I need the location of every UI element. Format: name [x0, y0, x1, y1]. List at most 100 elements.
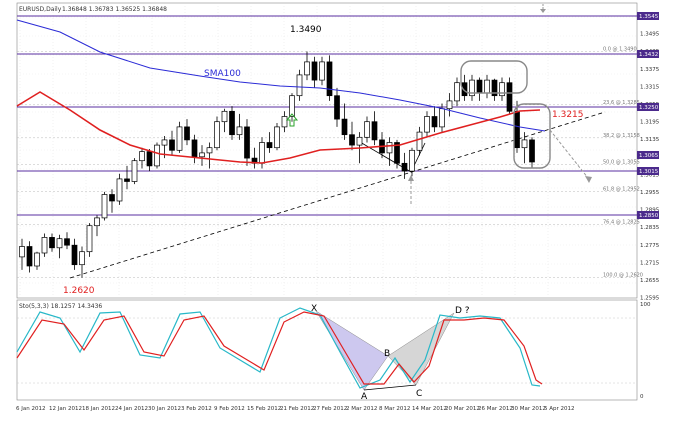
candle-body — [56, 238, 63, 249]
candle-body — [341, 118, 348, 136]
sma100-line — [16, 19, 546, 132]
point-x-label: X — [311, 304, 317, 314]
candle-body — [116, 178, 123, 202]
candle-body — [521, 139, 528, 149]
date-tick-label: 5 Apr 2012 — [544, 406, 575, 412]
candle-body — [311, 61, 318, 81]
price-tick-label: 1.2835 — [640, 225, 660, 231]
candle-body — [506, 82, 513, 112]
candle-body — [86, 225, 93, 253]
candle-body — [349, 134, 355, 146]
date-tick-label: 3 Feb 2012 — [181, 406, 212, 412]
fib-label: 76.4 @ 1.2825 — [603, 219, 640, 225]
fib-label: 50.0 @ 1.3055 — [603, 160, 640, 166]
candle-body — [364, 121, 370, 138]
stoch-label: Sto(5,3,3) 18.1257 14.3436 — [19, 303, 102, 310]
candlesticks — [19, 51, 535, 278]
candle-body — [34, 252, 40, 267]
candle-body — [289, 95, 295, 117]
candle-body — [281, 116, 288, 128]
candle-body — [416, 131, 423, 151]
date-axis: 6 Jan 2012 12 Jan 2012 18 Jan 2012 24 Jan 2… — [16, 406, 575, 412]
stoch-main-line — [16, 307, 541, 389]
price-badge-label: 1.2850 — [639, 213, 659, 219]
price-tick-label: 1.2775 — [640, 243, 660, 249]
candle-body — [199, 152, 205, 158]
date-tick-label: 18 Jan 2012 — [82, 406, 115, 412]
price-tick-label: 1.3495 — [640, 32, 660, 38]
price-badge — [637, 151, 659, 159]
harmonic-xab — [315, 310, 389, 391]
candle-body — [401, 162, 408, 172]
candle-body — [184, 126, 190, 141]
point-b-label: B — [384, 349, 390, 359]
candle-body — [64, 238, 70, 246]
ohlc-label: 1.36848 1.36783 1.36525 1.36848 — [62, 6, 167, 13]
price-badge-label: 1.3065 — [639, 153, 659, 159]
price-tick-label: 1.2895 — [640, 208, 660, 214]
candle-body — [94, 217, 100, 227]
main-panel — [16, 2, 638, 299]
dashed-down-arrow-icon — [549, 129, 592, 183]
candle-body — [236, 126, 243, 136]
candle-body — [206, 147, 213, 154]
candle-body — [499, 82, 505, 97]
price-tick-label: 1.2655 — [640, 278, 660, 284]
price-badge-label: 1.3432 — [639, 52, 658, 58]
candle-body — [296, 74, 303, 97]
candle-body — [439, 108, 445, 128]
sma-label: SMA100 — [204, 69, 241, 79]
candle-body — [79, 251, 85, 266]
candle-body — [266, 142, 273, 149]
price-tick-label: 1.3195 — [640, 120, 660, 126]
candle-body — [101, 194, 108, 219]
stoch-signal-line — [16, 311, 543, 385]
candle-body — [176, 126, 183, 151]
candle-body — [131, 160, 138, 182]
date-tick-label: 21 Feb 2012 — [280, 406, 314, 412]
stoch-panel — [16, 299, 638, 401]
date-tick-label: 30 Mar 2012 — [511, 406, 546, 412]
candle-body — [491, 79, 498, 97]
point-c-label: C — [416, 389, 422, 399]
price-tick-label: 1.2955 — [640, 190, 660, 196]
candle-body — [514, 110, 520, 149]
candle-body — [431, 116, 438, 128]
candle-body — [41, 237, 48, 254]
candle-body — [424, 116, 430, 133]
date-tick-label: 26 Mar 2012 — [478, 406, 513, 412]
candle-body — [461, 82, 468, 97]
candle-body — [476, 79, 483, 94]
price-badge-label: 1.3250 — [639, 105, 659, 111]
candle-body — [154, 144, 160, 167]
high-label: 1.3490 — [290, 25, 322, 35]
price-badge — [637, 167, 659, 175]
scroll-down-arrow-icon[interactable] — [540, 4, 546, 13]
long-trendline — [69, 111, 606, 279]
candle-body — [326, 61, 333, 97]
date-tick-label: 14 Mar 2012 — [412, 406, 447, 412]
breakdown-box — [513, 103, 551, 169]
candle-body — [109, 194, 115, 202]
grid-lines — [17, 3, 637, 298]
date-tick-label: 8 Mar 2012 — [379, 406, 410, 412]
date-tick-label: 9 Feb 2012 — [214, 406, 245, 412]
horizontal-levels — [17, 15, 637, 216]
candle-body — [259, 142, 265, 164]
level-label: 1.3215 — [552, 110, 584, 120]
price-badge — [637, 211, 659, 219]
candle-body — [19, 246, 25, 258]
candle-body — [394, 142, 400, 164]
date-tick-label: 30 Jan 2012 — [148, 406, 181, 412]
date-tick-label: 12 Jan 2012 — [49, 406, 82, 412]
candle-body — [191, 139, 198, 158]
date-tick-label: 24 Jan 2012 — [115, 406, 148, 412]
date-tick-label: 2 Mar 2012 — [346, 406, 377, 412]
candle-body — [146, 151, 153, 167]
red-ma-line — [16, 91, 541, 164]
price-tick-label: 1.3315 — [640, 84, 660, 90]
point-d-label: D ? — [455, 306, 470, 316]
fib-label: 61.8 @ 1.2952 — [603, 186, 640, 192]
candle-body — [71, 244, 78, 266]
